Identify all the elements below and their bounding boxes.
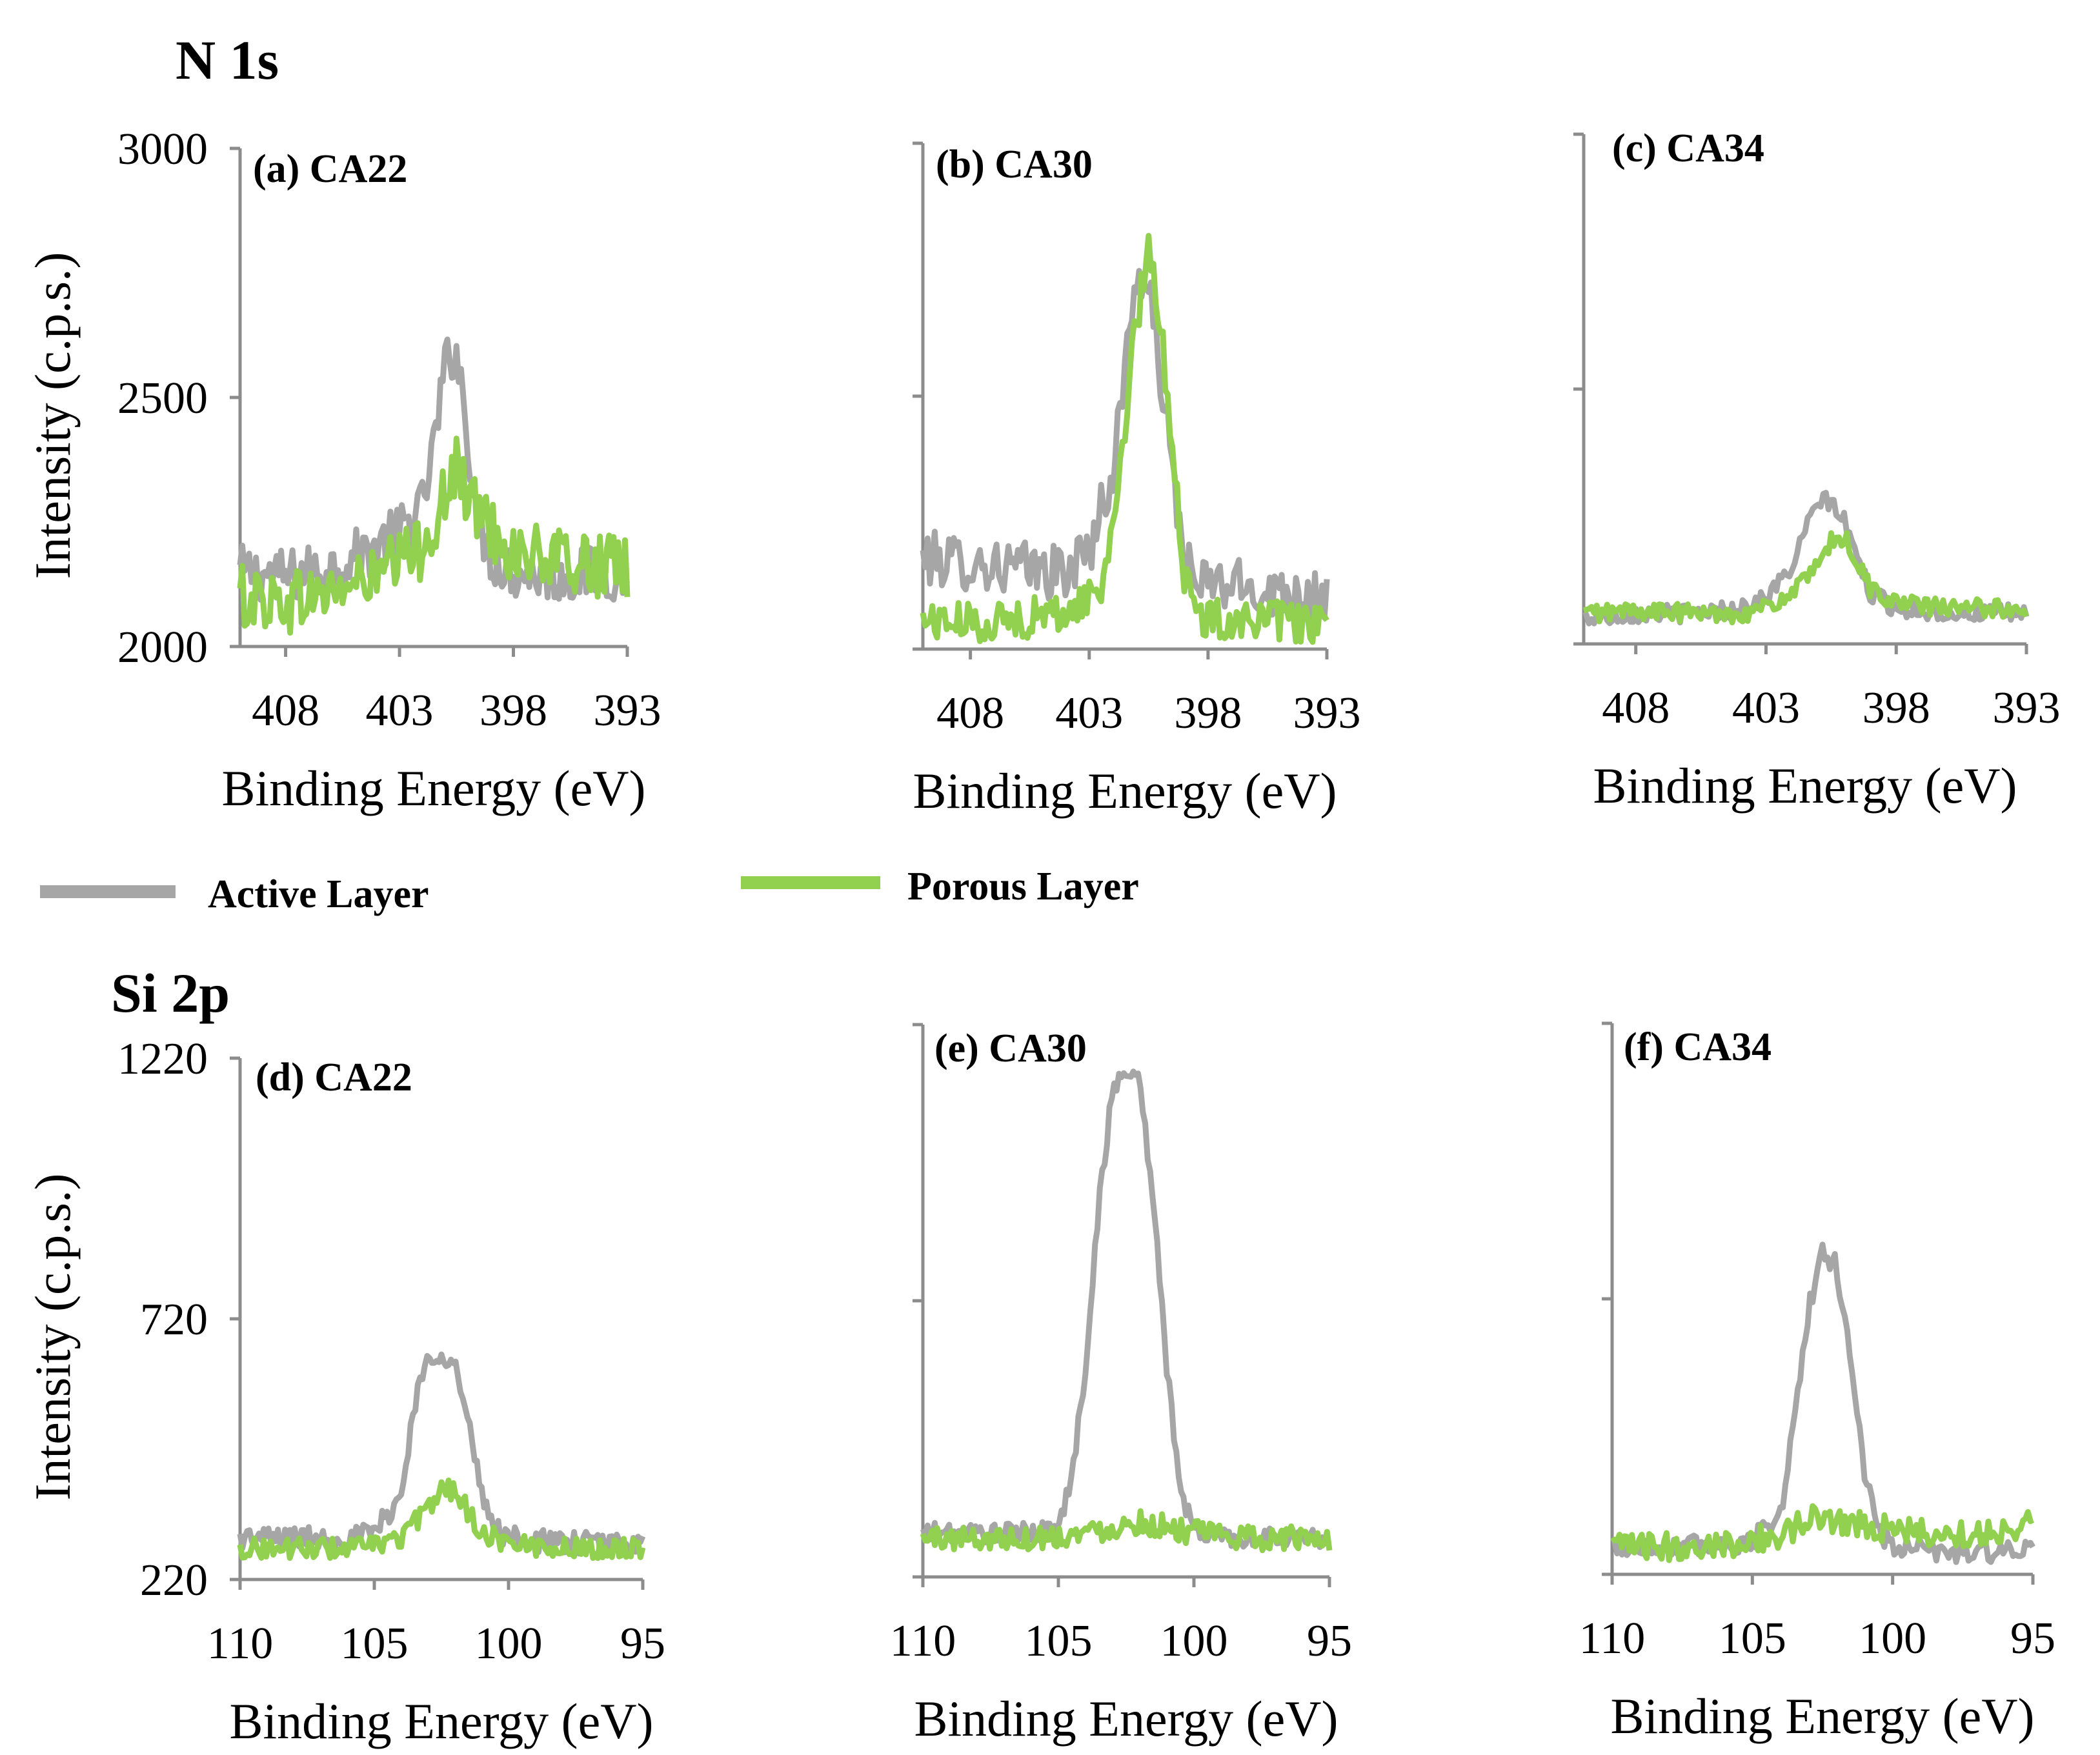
series-line-a-porous (237, 436, 631, 636)
x-axis-label-f: Binding Energy (eV) (1610, 1688, 2034, 1744)
series-line-d-active (237, 1351, 646, 1557)
x-axis-label-c: Binding Energy (eV) (1593, 757, 2017, 814)
panel-c: 408 403 398 393 Binding Energy (eV) (c) CA34 (1573, 126, 2061, 814)
x-axis-label-b: Binding Energy (eV) (913, 763, 1337, 819)
x-tick-label-f: 110 (1579, 1614, 1645, 1663)
series-line-b-porous (920, 233, 1329, 645)
y-tick-label-a: 3000 (117, 125, 208, 174)
x-tick-label-b: 408 (936, 688, 1004, 738)
x-tick-label-c: 403 (1732, 683, 1800, 733)
y-axis-label-a: Intensity (c.p.s.) (25, 252, 81, 579)
x-tick-label-c: 408 (1602, 683, 1670, 733)
x-axis-label-a: Binding Energy (eV) (221, 760, 645, 816)
panel-d: 220 720 1220 110 105 100 95 Binding Energy (eV)… (25, 1034, 665, 1749)
x-tick-label-b: 403 (1055, 688, 1123, 738)
section-title-si2p: Si 2p (111, 962, 230, 1024)
legend: Active Layer Porous Layer (40, 865, 1139, 916)
legend-porous-label: Porous Layer (907, 865, 1139, 908)
x-tick-label-e: 105 (1025, 1616, 1093, 1666)
x-tick-label-a: 403 (366, 686, 434, 736)
series-line-b-active (920, 268, 1330, 625)
x-tick-label-c: 398 (1863, 683, 1930, 733)
x-tick-label-e: 100 (1160, 1616, 1228, 1666)
x-tick-label-e: 95 (1307, 1616, 1352, 1666)
x-tick-label-f: 95 (2010, 1614, 2055, 1663)
x-tick-label-e: 110 (890, 1616, 956, 1666)
x-tick-label-d: 95 (620, 1619, 665, 1669)
y-tick-label-d: 1220 (117, 1034, 208, 1084)
x-tick-label-f: 100 (1859, 1614, 1926, 1663)
y-tick-label-a: 2000 (117, 623, 208, 672)
x-tick-label-c: 393 (1993, 683, 2061, 733)
x-axis-label-e: Binding Energy (eV) (914, 1690, 1338, 1747)
x-tick-label-f: 105 (1719, 1614, 1786, 1663)
y-tick-label-d: 720 (140, 1295, 208, 1345)
x-tick-label-b: 393 (1293, 688, 1361, 738)
y-tick-label-a: 2500 (117, 374, 208, 423)
section-title-n1s: N 1s (176, 29, 279, 91)
y-axis-label-d: Intensity (c.p.s.) (25, 1174, 81, 1501)
x-tick-label-a: 408 (252, 686, 319, 736)
panel-title-b: (b) CA30 (936, 143, 1093, 186)
series-line-e-active (920, 1068, 1331, 1550)
y-tick-label-d: 220 (140, 1556, 208, 1605)
panel-title-e: (e) CA30 (934, 1027, 1087, 1070)
panel-title-d: (d) CA22 (256, 1056, 412, 1099)
series-line-e-porous (920, 1508, 1333, 1554)
series-line-a-active (237, 336, 631, 603)
series-line-d-porous (237, 1478, 646, 1561)
x-tick-label-d: 110 (207, 1619, 273, 1669)
panel-a: 2000 2500 3000 408 403 398 393 Binding Energy (… (25, 125, 661, 816)
panel-title-a: (a) CA22 (253, 147, 407, 191)
x-tick-label-b: 398 (1174, 688, 1242, 738)
panel-title-f: (f) CA34 (1624, 1025, 1772, 1069)
panel-b: 408 403 398 393 Binding Energy (eV) (b) CA30 (913, 141, 1361, 819)
x-tick-label-d: 100 (475, 1619, 543, 1669)
x-axis-label-d: Binding Energy (eV) (229, 1693, 653, 1749)
series-line-c-porous (1582, 530, 2030, 626)
x-tick-label-a: 393 (594, 686, 661, 736)
x-tick-label-a: 398 (480, 686, 547, 736)
panel-e: 110 105 100 95 Binding Energy (eV) (e) CA30 (890, 1023, 1352, 1747)
x-tick-label-d: 105 (341, 1619, 409, 1669)
legend-active-label: Active Layer (208, 872, 429, 916)
panels: 2000 2500 3000 408 403 398 393 Binding Energy (… (25, 125, 2061, 1749)
panel-f: 110 105 100 95 Binding Energy (eV) (f) CA34 (1579, 1021, 2055, 1744)
panel-title-c: (c) CA34 (1612, 126, 1764, 170)
series-line-f-porous (1610, 1503, 2035, 1563)
